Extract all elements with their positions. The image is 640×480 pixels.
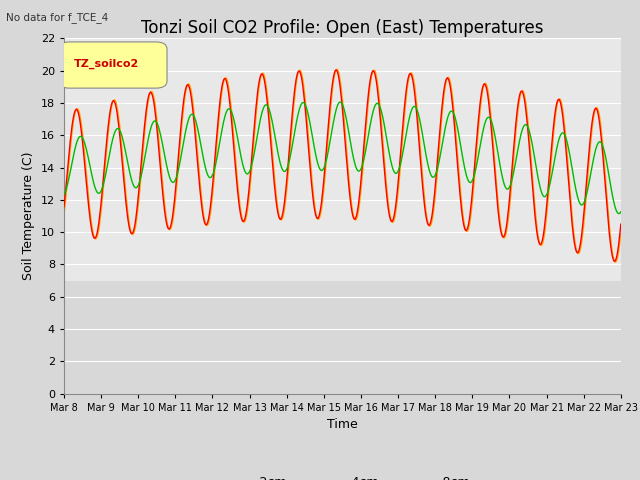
-2cm bbox=[389, 218, 397, 224]
-8cm bbox=[334, 102, 342, 108]
Bar bbox=[64, 281, 621, 394]
-4cm bbox=[617, 231, 625, 237]
Line: -4cm: -4cm bbox=[64, 69, 621, 262]
-2cm bbox=[566, 204, 574, 210]
-4cm bbox=[335, 69, 342, 75]
-4cm bbox=[182, 87, 190, 93]
-2cm bbox=[617, 221, 625, 227]
-2cm bbox=[206, 206, 214, 212]
-8cm bbox=[182, 126, 190, 132]
Text: No data for f_TCE_4: No data for f_TCE_4 bbox=[6, 12, 109, 23]
Y-axis label: Soil Temperature (C): Soil Temperature (C) bbox=[22, 152, 35, 280]
-4cm bbox=[206, 213, 214, 218]
-2cm bbox=[335, 73, 342, 79]
-2cm bbox=[60, 204, 68, 209]
-8cm bbox=[444, 115, 451, 121]
Line: -2cm: -2cm bbox=[64, 70, 621, 261]
-2cm bbox=[444, 75, 451, 81]
-8cm bbox=[389, 165, 397, 171]
-4cm bbox=[389, 219, 397, 225]
X-axis label: Time: Time bbox=[327, 418, 358, 431]
-8cm bbox=[617, 209, 625, 215]
-4cm bbox=[566, 193, 574, 199]
-4cm bbox=[60, 212, 68, 218]
-8cm bbox=[336, 99, 344, 105]
-2cm bbox=[611, 258, 618, 264]
Title: Tonzi Soil CO2 Profile: Open (East) Temperatures: Tonzi Soil CO2 Profile: Open (East) Temp… bbox=[141, 19, 543, 37]
-8cm bbox=[206, 175, 214, 180]
-4cm bbox=[444, 75, 451, 81]
-4cm bbox=[612, 259, 620, 265]
-2cm bbox=[332, 67, 340, 73]
-8cm bbox=[614, 211, 622, 216]
Text: TZ_soilco2: TZ_soilco2 bbox=[74, 59, 140, 70]
FancyBboxPatch shape bbox=[58, 42, 167, 88]
-8cm bbox=[566, 156, 574, 162]
Line: -8cm: -8cm bbox=[64, 102, 621, 214]
-2cm bbox=[182, 84, 190, 90]
Legend: -2cm, -4cm, -8cm: -2cm, -4cm, -8cm bbox=[209, 471, 476, 480]
-4cm bbox=[333, 66, 341, 72]
-8cm bbox=[60, 192, 68, 198]
